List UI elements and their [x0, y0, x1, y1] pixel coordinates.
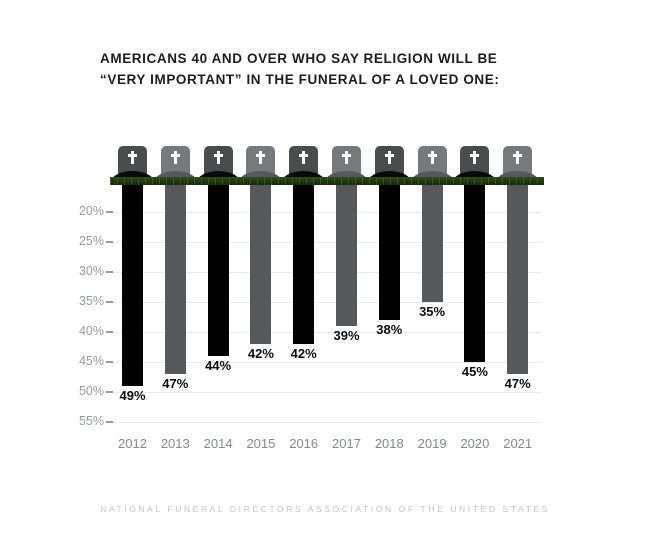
cross-icon: [513, 154, 523, 157]
bar-2016: [293, 177, 315, 344]
source-attribution: NATIONAL FUNERAL DIRECTORS ASSOCIATION O…: [100, 504, 550, 514]
value-label-2021: 47%: [504, 376, 531, 391]
value-label-2019: 35%: [419, 304, 446, 319]
grass-ground-strip: [110, 177, 544, 185]
grave-mound-2018: [367, 171, 411, 182]
chart-title-line2: “VERY IMPORTANT” IN THE FUNERAL OF A LOV…: [100, 72, 500, 87]
x-tick-label-2021: 2021: [503, 436, 533, 451]
cross-icon: [170, 154, 180, 157]
cross-icon: [299, 154, 309, 157]
grave-mound-2015: [239, 171, 283, 182]
y-tick-label-30: 30%: [78, 264, 104, 278]
gridline-55: [112, 422, 542, 423]
y-tick-label-45: 45%: [78, 354, 104, 368]
value-label-2017: 39%: [333, 328, 360, 343]
grave-mound-2021: [496, 171, 540, 182]
y-tick-mark-50: [106, 391, 113, 393]
bar-2021: [507, 177, 529, 374]
bar-2014: [207, 177, 229, 356]
x-tick-label-2016: 2016: [289, 436, 319, 451]
bar-2019: [421, 177, 443, 302]
gridline-40: [112, 332, 542, 333]
y-tick-label-40: 40%: [78, 324, 104, 338]
grave-mound-2020: [453, 171, 497, 182]
gridline-20: [112, 212, 542, 213]
y-tick-mark-55: [106, 421, 113, 423]
grave-mound-2013: [153, 171, 197, 182]
grave-mound-2012: [111, 171, 154, 182]
bar-2020: [464, 177, 486, 362]
x-tick-label-2020: 2020: [460, 436, 490, 451]
chart-title-line1: AMERICANS 40 AND OVER WHO SAY RELIGION W…: [100, 51, 498, 66]
cross-icon: [259, 151, 263, 164]
value-label-2013: 47%: [162, 376, 189, 391]
gridline-35: [112, 302, 542, 303]
grave-mound-2016: [282, 171, 326, 182]
cross-icon: [345, 151, 348, 164]
cross-icon: [213, 154, 223, 157]
cross-icon: [131, 151, 134, 164]
gridline-45: [112, 362, 542, 363]
cross-icon: [430, 151, 434, 164]
x-tick-label-2013: 2013: [160, 436, 190, 451]
y-tick-label-25: 25%: [78, 234, 104, 248]
chart-title: AMERICANS 40 AND OVER WHO SAY RELIGION W…: [100, 48, 570, 90]
y-tick-label-55: 55%: [78, 414, 104, 428]
value-label-2020: 45%: [461, 364, 488, 379]
x-tick-label-2012: 2012: [118, 436, 147, 451]
grave-mound-2014: [196, 171, 240, 182]
bar-2012: [122, 177, 143, 386]
gridline-25: [112, 242, 542, 243]
value-label-2016: 42%: [290, 346, 317, 361]
y-tick-mark-25: [106, 241, 113, 243]
grave-mound-2019: [410, 171, 454, 182]
gridline-30: [112, 272, 542, 273]
cross-icon: [256, 154, 266, 157]
cross-icon: [387, 151, 391, 164]
y-tick-mark-30: [106, 271, 113, 273]
cross-icon: [384, 154, 394, 157]
value-label-2012: 49%: [119, 388, 146, 403]
x-tick-label-2019: 2019: [417, 436, 447, 451]
cross-icon: [470, 154, 480, 157]
bar-2018: [378, 177, 400, 320]
cross-icon: [128, 154, 137, 157]
cross-icon: [216, 151, 220, 164]
cross-icon: [342, 154, 351, 157]
bar-2013: [164, 177, 186, 374]
value-label-2014: 44%: [205, 358, 232, 373]
cross-icon: [302, 151, 306, 164]
bar-2017: [336, 177, 357, 326]
y-tick-mark-40: [106, 331, 113, 333]
value-label-2015: 42%: [247, 346, 274, 361]
grave-mound-2017: [325, 171, 368, 182]
cross-icon: [516, 151, 520, 164]
x-tick-label-2015: 2015: [246, 436, 276, 451]
cross-icon: [173, 151, 177, 164]
y-tick-label-50: 50%: [78, 384, 104, 398]
y-tick-mark-35: [106, 301, 113, 303]
y-tick-mark-20: [106, 211, 113, 213]
cross-icon: [473, 151, 477, 164]
y-tick-label-35: 35%: [78, 294, 104, 308]
value-label-2018: 38%: [376, 322, 403, 337]
y-tick-label-20: 20%: [78, 204, 104, 218]
x-tick-label-2017: 2017: [332, 436, 361, 451]
gridline-50: [112, 392, 542, 393]
bar-2015: [250, 177, 272, 344]
cross-icon: [427, 154, 437, 157]
y-tick-mark-45: [106, 361, 113, 363]
x-tick-label-2018: 2018: [374, 436, 404, 451]
x-tick-label-2014: 2014: [203, 436, 233, 451]
